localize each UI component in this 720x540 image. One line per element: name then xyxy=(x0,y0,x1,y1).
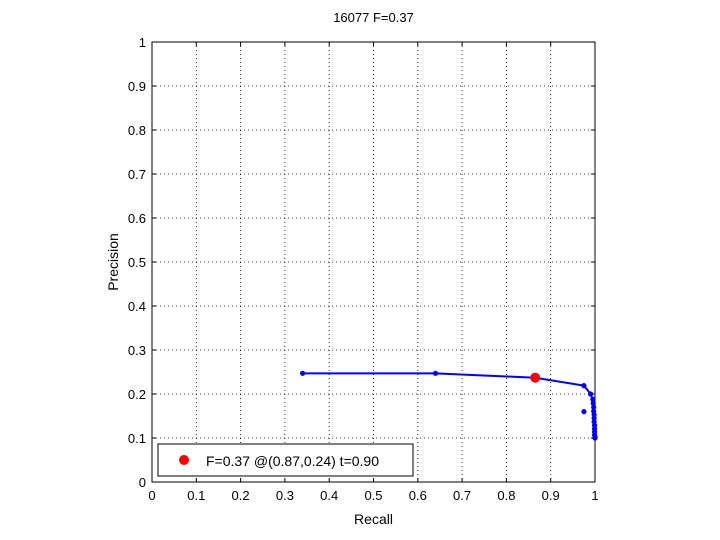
y-tick-label: 1 xyxy=(139,35,146,50)
y-tick-label: 0.9 xyxy=(128,79,146,94)
y-tick-label: 0.6 xyxy=(128,211,146,226)
grid xyxy=(152,42,595,482)
x-tick-label: 0 xyxy=(148,488,155,503)
y-tick-label: 0.8 xyxy=(128,123,146,138)
y-axis-label: Precision xyxy=(105,233,121,291)
pr-curve-point xyxy=(590,396,596,402)
y-tick-label: 0.2 xyxy=(128,387,146,402)
x-tick-label: 0.4 xyxy=(320,488,338,503)
x-tick-label: 0.8 xyxy=(497,488,515,503)
y-tick-label: 0.4 xyxy=(128,299,146,314)
x-axis-label: Recall xyxy=(354,511,393,527)
legend-marker xyxy=(179,455,189,465)
best-f-point xyxy=(530,372,541,383)
x-tick-label: 0.5 xyxy=(364,488,382,503)
y-tick-label: 0.5 xyxy=(128,255,146,270)
y-tick-label: 0.7 xyxy=(128,167,146,182)
legend-text: F=0.37 @(0.87,0.24) t=0.90 xyxy=(206,453,379,469)
pr-curve-point xyxy=(592,435,598,441)
pr-curve-point xyxy=(591,404,597,410)
pr-curve-point xyxy=(432,370,439,376)
legend-box xyxy=(157,443,414,477)
x-tick-label: 0.2 xyxy=(232,488,250,503)
pr-extra-point xyxy=(581,409,587,415)
x-tick-label: 1 xyxy=(591,488,598,503)
chart-title: 16077 F=0.37 xyxy=(333,10,414,25)
ticks xyxy=(151,41,596,483)
pr-curve-point xyxy=(590,400,596,406)
y-tick-labels: 0 0.1 0.2 0.3 0.4 0.5 0.6 0.7 0.8 0.9 1 xyxy=(128,35,146,490)
x-tick-label: 0.7 xyxy=(453,488,471,503)
y-tick-label: 0 xyxy=(139,475,146,490)
best-point-group xyxy=(530,372,541,383)
pr-curve-point xyxy=(300,370,306,376)
y-tick-label: 0.3 xyxy=(128,343,146,358)
series-group xyxy=(300,370,598,441)
x-tick-labels: 0 0.1 0.2 0.3 0.4 0.5 0.6 0.7 0.8 0.9 1 xyxy=(148,488,598,503)
y-tick-label: 0.1 xyxy=(128,431,146,446)
pr-curve-point xyxy=(587,391,594,397)
pr-curve-point xyxy=(581,383,587,389)
x-tick-label: 0.6 xyxy=(409,488,427,503)
legend: F=0.37 @(0.87,0.24) t=0.90 xyxy=(157,443,414,477)
x-tick-label: 0.9 xyxy=(542,488,560,503)
x-tick-label: 0.1 xyxy=(187,488,205,503)
x-tick-label: 0.3 xyxy=(276,488,294,503)
